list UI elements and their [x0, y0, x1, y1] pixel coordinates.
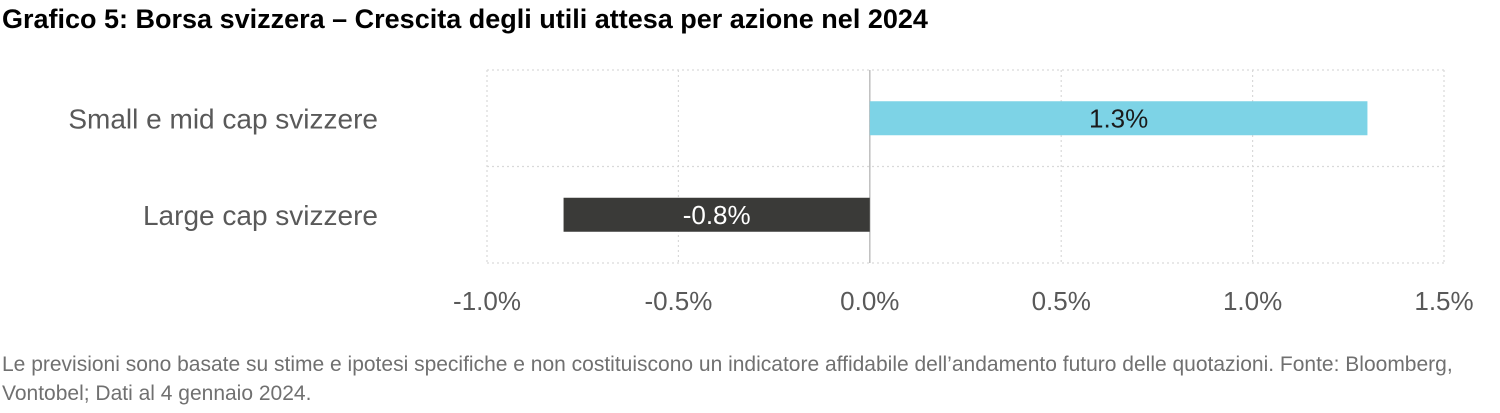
x-tick-label-4: 1.0%: [1223, 286, 1282, 316]
x-tick-label-5: 1.5%: [1414, 286, 1473, 316]
bars: [563, 101, 1368, 232]
category-label-0: Small e mid cap svizzere: [68, 103, 378, 134]
bar-1: [563, 197, 870, 232]
x-tick-label-1: -0.5%: [644, 286, 712, 316]
bar-chart: 1.3% -0.8% Small e mid cap svizzere Large …: [68, 69, 1474, 316]
data-label-0: 1.3%: [1089, 103, 1148, 133]
x-tick-label-0: -1.0%: [453, 286, 521, 316]
chart-title: Grafico 5: Borsa svizzera – Crescita deg…: [2, 4, 928, 34]
footnote: Le previsioni sono basate su stime e ipo…: [2, 353, 1453, 405]
category-label-1: Large cap svizzere: [143, 200, 378, 231]
category-labels: Small e mid cap svizzere Large cap svizze…: [68, 103, 378, 231]
grid-lines: [486, 69, 1445, 264]
x-tick-label-2: 0.0%: [840, 286, 899, 316]
x-tick-labels: -1.0% -0.5% 0.0% 0.5% 1.0% 1.5%: [453, 286, 1474, 316]
data-labels: 1.3% -0.8%: [683, 103, 1149, 230]
bar-0: [869, 101, 1368, 136]
x-tick-label-3: 0.5%: [1032, 286, 1091, 316]
data-label-1: -0.8%: [683, 200, 751, 230]
